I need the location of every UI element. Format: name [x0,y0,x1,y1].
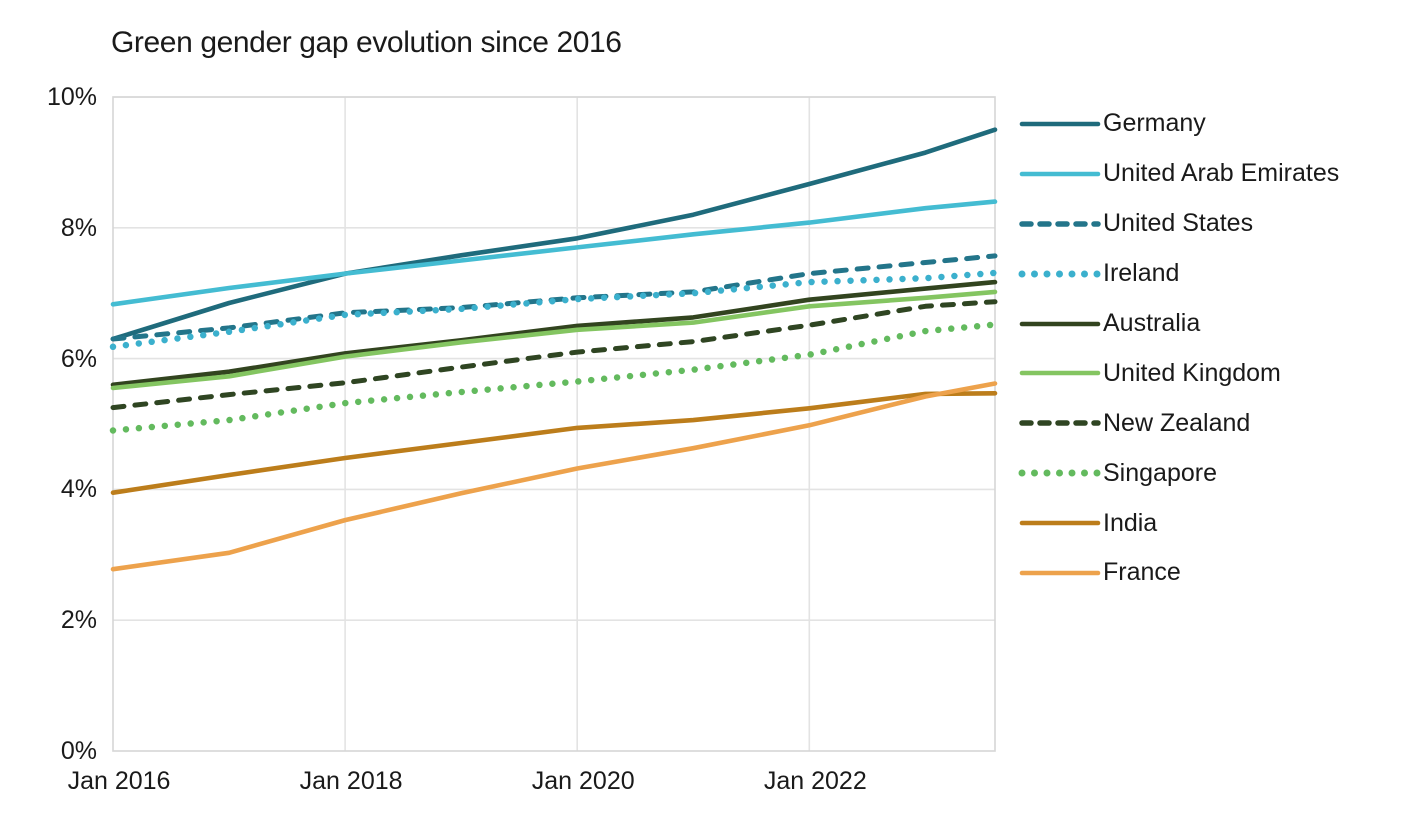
legend-swatch-line [1019,121,1101,127]
legend-swatch-line [1018,270,1102,278]
legend-item: Germany [1018,99,1339,149]
legend-label: Singapore [1103,458,1217,487]
legend-swatch-line [1019,570,1101,576]
legend-label: United Arab Emirates [1103,159,1340,188]
y-tick-label: 2% [60,606,97,635]
legend-item: Ireland [1018,249,1339,299]
series-line [110,390,998,496]
legend-item: New Zealand [1018,398,1339,448]
legend-label: New Zealand [1103,408,1251,437]
series-line [110,299,998,411]
y-tick-label: 4% [60,475,97,504]
legend-item: Australia [1018,299,1339,349]
series-line [110,289,998,391]
x-tick-label: Jan 2018 [299,767,403,795]
y-tick-label: 0% [60,737,97,765]
legend-label: Germany [1103,109,1206,138]
legend-label: Australia [1103,309,1201,337]
series-line [109,269,999,351]
y-tick-label: 8% [60,213,97,242]
legend-swatch-line [1019,520,1101,526]
x-tick-label: Jan 2016 [67,767,171,795]
series-line [110,381,998,572]
legend: Germany United Arab Emirates United Stat… [1018,99,1339,598]
series-line [110,199,998,307]
legend-item: France [1018,548,1339,598]
legend-label: United Kingdom [1103,358,1281,387]
legend-label: Ireland [1103,259,1180,288]
y-tick-label: 6% [60,344,97,373]
legend-label: India [1103,508,1158,537]
series-line [110,279,998,388]
legend-item: United Arab Emirates [1018,149,1339,199]
x-tick-label: Jan 2020 [531,767,635,795]
legend-swatch-line [1019,371,1101,376]
series-line [109,321,999,434]
y-tick-label: 10% [46,83,97,111]
legend-item: India [1018,498,1339,548]
legend-item: United States [1018,199,1339,249]
legend-item: United Kingdom [1018,348,1339,398]
series-line [110,127,998,342]
legend-swatch-line [1019,220,1101,227]
legend-label: France [1103,558,1181,587]
legend-item: Singapore [1018,448,1339,498]
chart-title: Green gender gap evolution since 2016 [111,26,622,59]
legend-swatch-line [1019,171,1101,177]
legend-swatch-line [1019,420,1101,427]
legend-swatch-line [1018,469,1102,477]
x-tick-label: Jan 2022 [763,767,867,795]
legend-label: United States [1103,209,1254,238]
legend-swatch-line [1019,321,1101,326]
